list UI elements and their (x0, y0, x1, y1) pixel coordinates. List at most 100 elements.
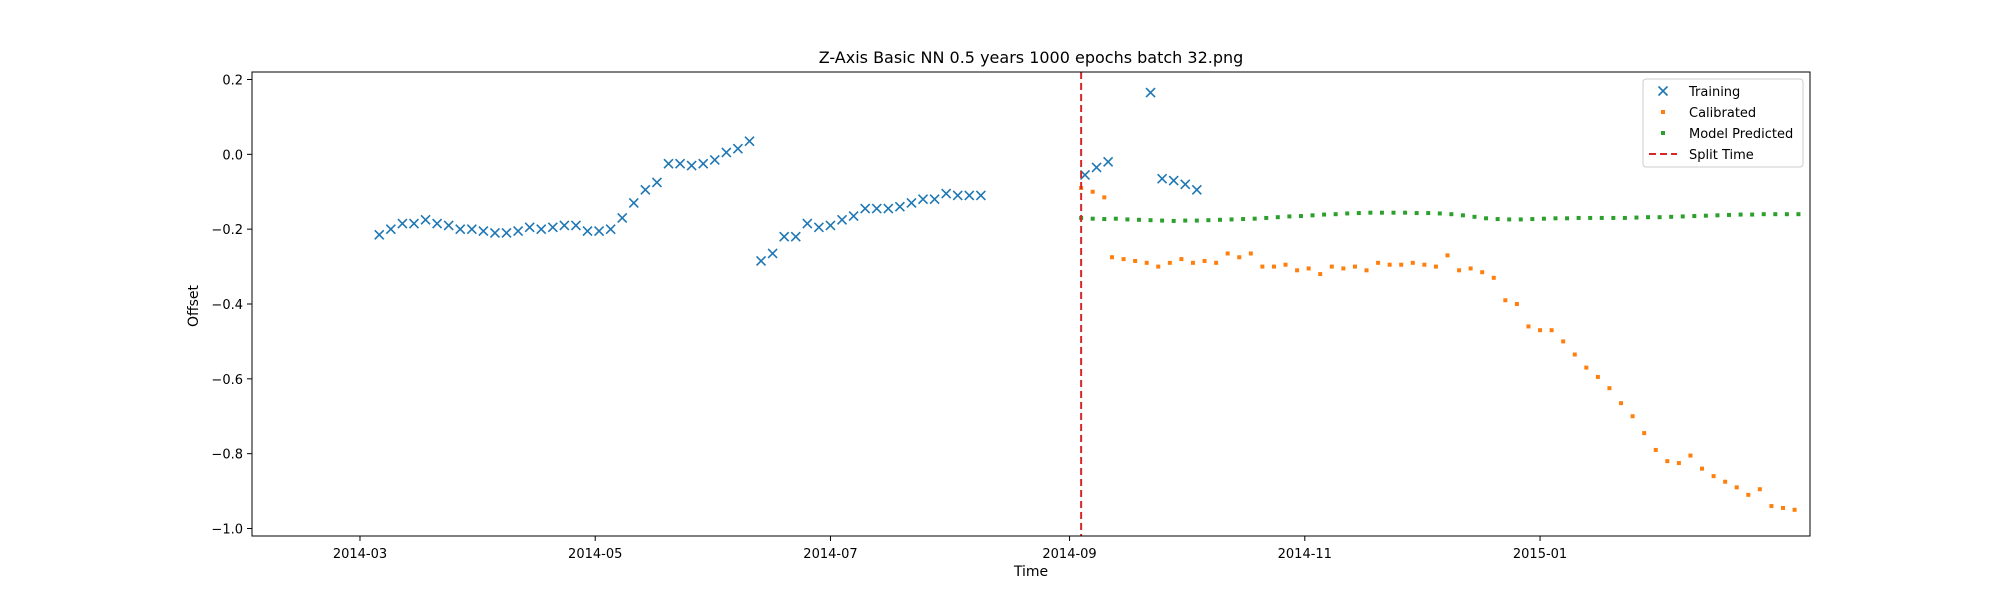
data-point (1472, 214, 1477, 219)
data-point (1387, 262, 1392, 267)
data-point (1576, 215, 1581, 220)
y-tick-label: 0.0 (222, 148, 243, 163)
legend-marker-x (1657, 85, 1669, 97)
data-point (1426, 211, 1431, 216)
data-point (871, 203, 882, 214)
data-point (1306, 266, 1311, 271)
data-point (1237, 255, 1242, 260)
data-point (1599, 215, 1604, 220)
data-point (1669, 214, 1674, 219)
data-point (640, 184, 651, 195)
data-point (1688, 453, 1693, 458)
data-point (1252, 216, 1257, 221)
data-point (432, 218, 443, 229)
data-point (1692, 214, 1697, 219)
data-point (1460, 213, 1465, 218)
legend-marker-dot (1661, 110, 1665, 114)
data-point (1157, 173, 1168, 184)
legend-label: Training (1688, 85, 1740, 100)
data-point (466, 224, 477, 235)
data-point (1445, 253, 1450, 258)
data-point (1091, 162, 1102, 173)
y-tick-label: −0.8 (211, 448, 243, 463)
data-point (1503, 298, 1508, 303)
data-point (1792, 507, 1797, 512)
data-point (1090, 216, 1095, 221)
data-point (1191, 184, 1202, 195)
data-point (1206, 218, 1211, 223)
data-point (1549, 328, 1554, 333)
y-tick-label: −0.6 (211, 373, 243, 388)
data-point (1746, 492, 1751, 497)
data-point (975, 190, 986, 201)
data-point (617, 212, 628, 224)
data-point (455, 224, 466, 235)
data-point (1322, 212, 1327, 217)
data-point (1642, 431, 1647, 436)
data-point (721, 147, 732, 158)
data-point (952, 190, 963, 201)
data-point (1190, 260, 1195, 265)
data-point (1622, 215, 1627, 220)
data-point (1345, 211, 1350, 216)
data-point (1287, 214, 1292, 219)
data-point (1283, 262, 1288, 267)
data-point (1103, 156, 1114, 167)
legend-label: Calibrated (1689, 106, 1756, 121)
data-point (1356, 211, 1361, 216)
legend-label: Model Predicted (1689, 127, 1793, 142)
data-point (1530, 217, 1535, 222)
data-point (1715, 213, 1720, 218)
data-point (1595, 374, 1600, 379)
y-axis: 0.2 0.0 −0.2 −0.4 −0.6 −0.8 −1.0 (211, 73, 252, 538)
data-point (1160, 218, 1165, 223)
series-training (374, 87, 1202, 267)
data-point (582, 225, 593, 237)
data-point (1734, 485, 1739, 490)
data-point (1156, 264, 1161, 269)
data-point (1125, 217, 1130, 222)
data-point (1584, 365, 1589, 370)
data-point (1561, 339, 1566, 344)
data-point (1241, 217, 1246, 222)
x-tick-label: 2014-11 (1278, 547, 1332, 562)
data-point (1225, 251, 1230, 256)
data-point (767, 248, 778, 259)
data-point (1676, 461, 1681, 466)
data-point (524, 222, 535, 233)
data-point (513, 225, 524, 237)
data-point (1769, 504, 1774, 509)
data-point (1179, 257, 1184, 262)
data-point (1457, 268, 1462, 273)
data-point (501, 227, 512, 238)
data-point (1761, 212, 1766, 217)
data-point (1202, 258, 1207, 263)
data-point (1657, 215, 1662, 220)
data-point (1484, 216, 1489, 221)
data-point (883, 203, 894, 214)
data-point (1180, 179, 1191, 190)
data-point (1414, 211, 1419, 216)
data-point (1781, 505, 1786, 510)
data-point (1653, 447, 1658, 452)
data-point (1572, 352, 1577, 357)
data-point (1391, 210, 1396, 215)
data-point (941, 188, 952, 199)
data-point (779, 231, 790, 242)
data-point (1588, 215, 1593, 220)
data-point (1630, 414, 1635, 419)
data-point (1495, 217, 1500, 222)
data-point (547, 222, 558, 233)
data-point (732, 143, 743, 154)
data-point (489, 227, 501, 238)
y-tick-label: −1.0 (211, 523, 243, 538)
data-point (651, 177, 662, 188)
data-point (906, 197, 917, 209)
data-point (1491, 275, 1496, 280)
data-point (1514, 302, 1519, 306)
data-point (1229, 217, 1234, 222)
x-tick-label: 2015-01 (1513, 547, 1567, 562)
data-point (1136, 217, 1141, 222)
data-point (848, 210, 859, 222)
